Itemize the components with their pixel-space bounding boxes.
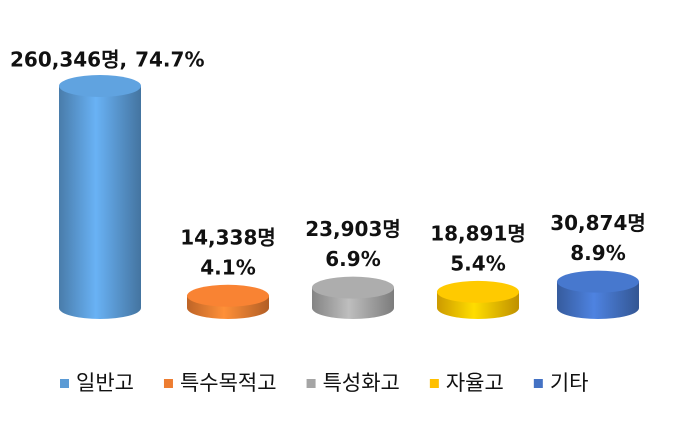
share-label: 4.1%: [200, 255, 255, 279]
legend-label: 특수목적고: [180, 371, 277, 395]
legend-label: 기타: [550, 371, 589, 395]
legend-label: 특성화고: [323, 371, 400, 395]
bar-top: [437, 280, 519, 303]
share-label: 8.9%: [570, 241, 625, 265]
share-label: 5.4%: [450, 251, 505, 275]
legend-marker: [533, 379, 543, 388]
value-label: 18,891명: [430, 221, 526, 245]
bar-top: [557, 270, 639, 293]
legend-label: 일반고: [76, 371, 134, 395]
bar-top: [312, 276, 394, 299]
value-label: 14,338명: [180, 225, 276, 249]
value-label: 260,346명,: [10, 48, 127, 72]
bar: [59, 86, 141, 319]
value-label: 30,874명: [550, 211, 646, 235]
bar-top: [187, 284, 269, 307]
bar-top: [59, 75, 141, 97]
legend-marker: [429, 379, 439, 388]
legend-marker: [306, 379, 316, 388]
legend-label: 자율고: [446, 371, 504, 395]
share-label: 6.9%: [325, 247, 380, 271]
legend-marker: [163, 379, 173, 388]
share-label: 74.7%: [135, 48, 204, 72]
value-label: 23,903명: [305, 217, 401, 241]
legend-marker: [60, 379, 69, 388]
